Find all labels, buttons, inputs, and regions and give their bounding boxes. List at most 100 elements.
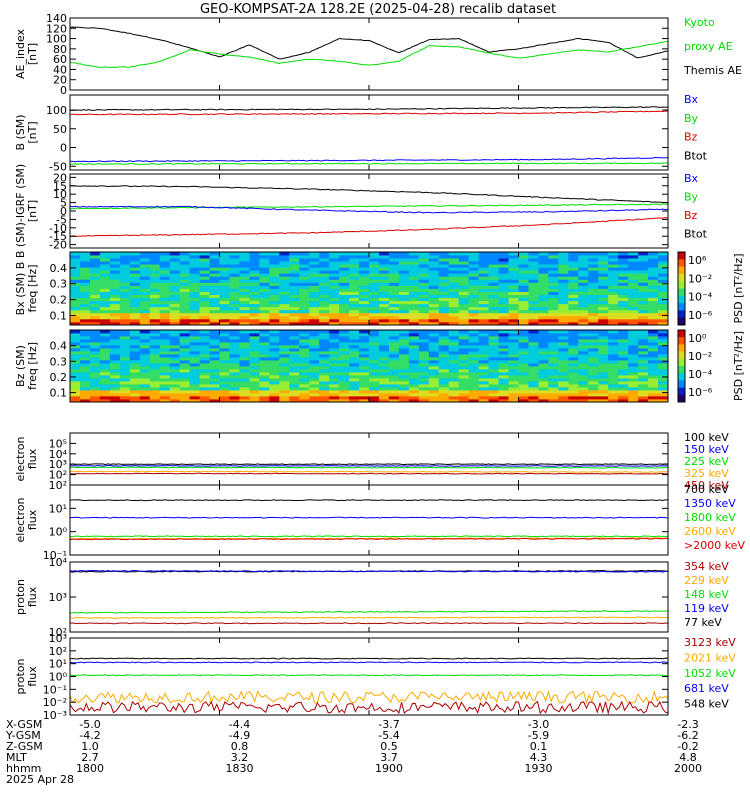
- spectrogram-cell: [289, 399, 300, 403]
- spectrogram-cell: [448, 312, 460, 317]
- spectrogram-cell: [488, 333, 499, 337]
- spectrogram-cell: [428, 339, 440, 343]
- spectrogram-cell: [548, 312, 559, 317]
- spectrogram-cell: [378, 393, 390, 397]
- spectrogram-cell: [189, 288, 200, 292]
- spectrogram-cell: [478, 369, 489, 373]
- spectrogram-cell: [498, 360, 509, 364]
- spectrogram-cell: [428, 357, 440, 361]
- spectrogram-cell: [388, 348, 400, 352]
- spectrogram-cell: [139, 303, 151, 308]
- spectrogram-cell: [249, 348, 260, 352]
- y-axis-label: electronflux: [14, 498, 39, 543]
- spectrogram-cell: [618, 300, 629, 305]
- spectrogram-cell: [508, 279, 519, 283]
- spectrogram-cell: [219, 393, 230, 397]
- legend-label: By: [684, 191, 699, 204]
- spectrogram-cell: [119, 396, 131, 400]
- spectrogram-cell: [149, 264, 161, 268]
- spectrogram-cell: [578, 381, 589, 385]
- spectrogram-cell: [289, 279, 300, 283]
- spectrogram-cell: [628, 354, 639, 358]
- series-line-1800-keV: [69, 535, 668, 538]
- spectrogram-cell: [618, 261, 629, 265]
- spectrogram-cell: [159, 333, 171, 337]
- spectrogram-cell: [568, 288, 579, 292]
- spectrogram-cell: [79, 282, 91, 286]
- spectrogram-cell: [279, 399, 290, 403]
- spectrogram-cell: [408, 270, 420, 274]
- legend-label: Btot: [684, 149, 708, 162]
- spectrogram-cell: [189, 381, 200, 385]
- spectrogram-cell: [249, 309, 260, 314]
- spectrogram-cell: [398, 282, 410, 286]
- spectrogram-cell: [329, 312, 340, 317]
- spectrogram-cell: [458, 333, 470, 337]
- spectrogram-cell: [289, 255, 300, 259]
- series-line-1052-keV: [69, 674, 669, 677]
- spectrogram-cell: [209, 300, 220, 305]
- spectrogram-cell: [388, 345, 400, 349]
- spectrogram-cell: [578, 270, 589, 274]
- spectrogram-cell: [129, 276, 141, 280]
- spectrogram-cell: [578, 264, 589, 268]
- spectrogram-cell: [159, 354, 171, 358]
- spectrogram-cell: [548, 390, 559, 394]
- spectrogram-cell: [558, 390, 569, 394]
- spectrogram-cell: [70, 279, 81, 283]
- spectrogram-cell: [329, 291, 340, 295]
- spectrogram-cell: [289, 372, 300, 376]
- spectrogram-cell: [259, 282, 270, 286]
- spectrogram-cell: [578, 351, 589, 355]
- spectrogram-cell: [588, 339, 599, 343]
- spectrogram-cell: [299, 363, 310, 367]
- spectrogram-cell: [578, 387, 589, 391]
- spectrogram-cell: [638, 399, 649, 403]
- spectrogram-cell: [558, 309, 569, 314]
- spectrogram-cell: [249, 303, 260, 308]
- spectrogram-cell: [448, 264, 460, 268]
- spectrogram-cell: [70, 267, 81, 271]
- spectrogram-cell: [598, 303, 609, 308]
- spectrogram-cell: [428, 384, 440, 388]
- spectrogram-cell: [359, 282, 370, 286]
- spectrogram-cell: [259, 330, 270, 334]
- spectrogram-cell: [618, 351, 629, 355]
- spectrogram-cell: [548, 252, 559, 256]
- spectrogram-cell: [638, 252, 649, 256]
- spectrogram-cell: [70, 339, 81, 343]
- spectrogram-cell: [478, 312, 489, 317]
- spectrogram-cell: [448, 384, 460, 388]
- spectrogram-cell: [628, 357, 639, 361]
- spectrogram-cell: [468, 255, 480, 259]
- spectrogram-cell: [109, 270, 121, 274]
- spectrogram-cell: [79, 276, 91, 280]
- spectrogram-cell: [70, 285, 81, 289]
- spectrogram-cell: [139, 291, 151, 295]
- spectrogram-cell: [398, 360, 410, 364]
- spectrogram-cell: [249, 399, 260, 403]
- spectrogram-cell: [249, 360, 260, 364]
- spectrogram-cell: [438, 333, 450, 337]
- spectrogram-cell: [149, 252, 161, 256]
- spectrogram-cell: [239, 363, 250, 367]
- spectrogram-cell: [279, 267, 290, 271]
- spectrogram-cell: [149, 261, 161, 265]
- spectrogram-cell: [578, 345, 589, 349]
- spectrogram-cell: [438, 297, 450, 302]
- spectrogram-cell: [179, 306, 190, 311]
- spectrogram-cell: [139, 288, 151, 292]
- spectrogram-cell: [269, 297, 280, 302]
- spectrogram-cell: [638, 303, 649, 308]
- spectrogram-cell: [598, 306, 609, 311]
- spectrogram-cell: [498, 276, 509, 280]
- spectrogram-cell: [209, 342, 220, 346]
- spectrogram-cell: [448, 288, 460, 292]
- spectrogram-cell: [319, 339, 330, 343]
- spectrogram-cell: [149, 399, 161, 403]
- spectrogram-cell: [608, 303, 619, 308]
- spectrogram-cell: [468, 273, 480, 277]
- spectrogram-cell: [588, 399, 599, 403]
- spectrogram-cell: [418, 393, 430, 397]
- spectrogram-cell: [608, 264, 619, 268]
